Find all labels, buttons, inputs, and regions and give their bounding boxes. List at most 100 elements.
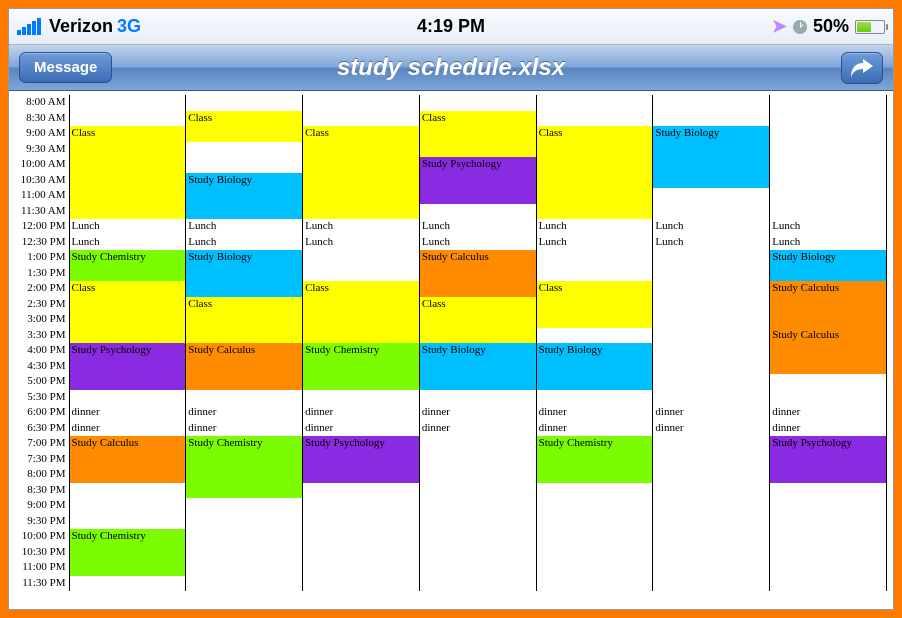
time-label: 9:30 PM <box>15 514 69 530</box>
schedule-cell <box>303 312 420 328</box>
nav-title: study schedule.xlsx <box>337 54 565 82</box>
schedule-cell: Lunch <box>303 219 420 235</box>
schedule-cell: Study Chemistry <box>303 343 420 359</box>
schedule-cell <box>69 483 186 499</box>
schedule-cell <box>69 204 186 220</box>
schedule-cell <box>770 545 887 561</box>
time-label: 3:30 PM <box>15 328 69 344</box>
schedule-cell <box>186 560 303 576</box>
schedule-cell <box>186 467 303 483</box>
time-label: 7:00 PM <box>15 436 69 452</box>
schedule-cell <box>419 529 536 545</box>
schedule-cell: dinner <box>653 405 770 421</box>
time-label: 8:30 AM <box>15 111 69 127</box>
back-button[interactable]: Message <box>19 52 112 83</box>
time-label: 11:30 PM <box>15 576 69 592</box>
schedule-cell <box>419 328 536 344</box>
schedule-cell: Study Calculus <box>419 250 536 266</box>
schedule-cell <box>69 111 186 127</box>
share-icon <box>851 59 873 77</box>
time-label: 4:00 PM <box>15 343 69 359</box>
schedule-cell <box>536 514 653 530</box>
schedule-cell: Class <box>536 281 653 297</box>
status-time: 4:19 PM <box>417 16 485 37</box>
schedule-cell <box>770 529 887 545</box>
schedule-cell <box>770 498 887 514</box>
time-label: 9:00 PM <box>15 498 69 514</box>
schedule-cell <box>653 312 770 328</box>
schedule-cell: Lunch <box>186 219 303 235</box>
schedule-cell <box>536 452 653 468</box>
schedule-cell: Study Calculus <box>770 281 887 297</box>
schedule-cell <box>770 312 887 328</box>
schedule-cell <box>186 374 303 390</box>
time-label: 12:00 PM <box>15 219 69 235</box>
schedule-cell <box>770 173 887 189</box>
schedule-cell: dinner <box>770 405 887 421</box>
schedule-cell <box>303 328 420 344</box>
time-label: 10:00 AM <box>15 157 69 173</box>
schedule-cell <box>419 173 536 189</box>
schedule-cell <box>770 188 887 204</box>
schedule-cell <box>419 281 536 297</box>
share-button[interactable] <box>841 52 883 84</box>
schedule-cell <box>186 312 303 328</box>
schedule-cell: Lunch <box>536 219 653 235</box>
schedule-cell <box>770 111 887 127</box>
schedule-cell <box>536 560 653 576</box>
schedule-cell <box>303 498 420 514</box>
schedule-cell <box>69 312 186 328</box>
time-label: 5:30 PM <box>15 390 69 406</box>
schedule-cell <box>186 483 303 499</box>
schedule-cell <box>303 297 420 313</box>
schedule-cell <box>536 157 653 173</box>
schedule-cell: Study Biology <box>770 250 887 266</box>
time-label: 1:30 PM <box>15 266 69 282</box>
schedule-cell <box>536 359 653 375</box>
schedule-cell: Lunch <box>69 219 186 235</box>
schedule-cell <box>303 560 420 576</box>
schedule-cell <box>770 297 887 313</box>
schedule-cell <box>770 467 887 483</box>
schedule-cell <box>69 452 186 468</box>
schedule-cell <box>536 483 653 499</box>
time-label: 1:00 PM <box>15 250 69 266</box>
schedule-cell <box>303 390 420 406</box>
schedule-cell <box>536 312 653 328</box>
schedule-cell <box>419 188 536 204</box>
status-left: Verizon 3G <box>17 16 417 37</box>
schedule-cell <box>653 95 770 111</box>
schedule-cell <box>186 328 303 344</box>
time-label: 10:30 AM <box>15 173 69 189</box>
schedule-cell <box>69 514 186 530</box>
spreadsheet-viewer[interactable]: 8:00 AM8:30 AMClassClass9:00 AMClassClas… <box>9 91 893 609</box>
schedule-cell: Class <box>186 297 303 313</box>
nav-bar: Message study schedule.xlsx <box>9 45 893 91</box>
time-label: 8:30 PM <box>15 483 69 499</box>
schedule-cell <box>69 359 186 375</box>
time-label: 11:30 AM <box>15 204 69 220</box>
schedule-cell <box>303 374 420 390</box>
schedule-cell <box>536 142 653 158</box>
schedule-cell <box>536 266 653 282</box>
schedule-cell <box>536 498 653 514</box>
schedule-cell <box>419 436 536 452</box>
schedule-grid: 8:00 AM8:30 AMClassClass9:00 AMClassClas… <box>15 95 887 591</box>
schedule-cell <box>653 374 770 390</box>
schedule-cell <box>186 529 303 545</box>
schedule-cell: dinner <box>536 421 653 437</box>
schedule-cell <box>653 576 770 592</box>
schedule-cell: Study Calculus <box>69 436 186 452</box>
schedule-cell <box>69 95 186 111</box>
schedule-cell: Lunch <box>419 219 536 235</box>
schedule-cell <box>419 452 536 468</box>
schedule-cell <box>69 374 186 390</box>
schedule-cell: dinner <box>419 405 536 421</box>
schedule-cell <box>536 173 653 189</box>
schedule-cell <box>303 95 420 111</box>
schedule-cell <box>419 545 536 561</box>
schedule-cell: Study Psychology <box>419 157 536 173</box>
schedule-cell <box>186 204 303 220</box>
schedule-cell: dinner <box>419 421 536 437</box>
schedule-cell: Class <box>186 111 303 127</box>
